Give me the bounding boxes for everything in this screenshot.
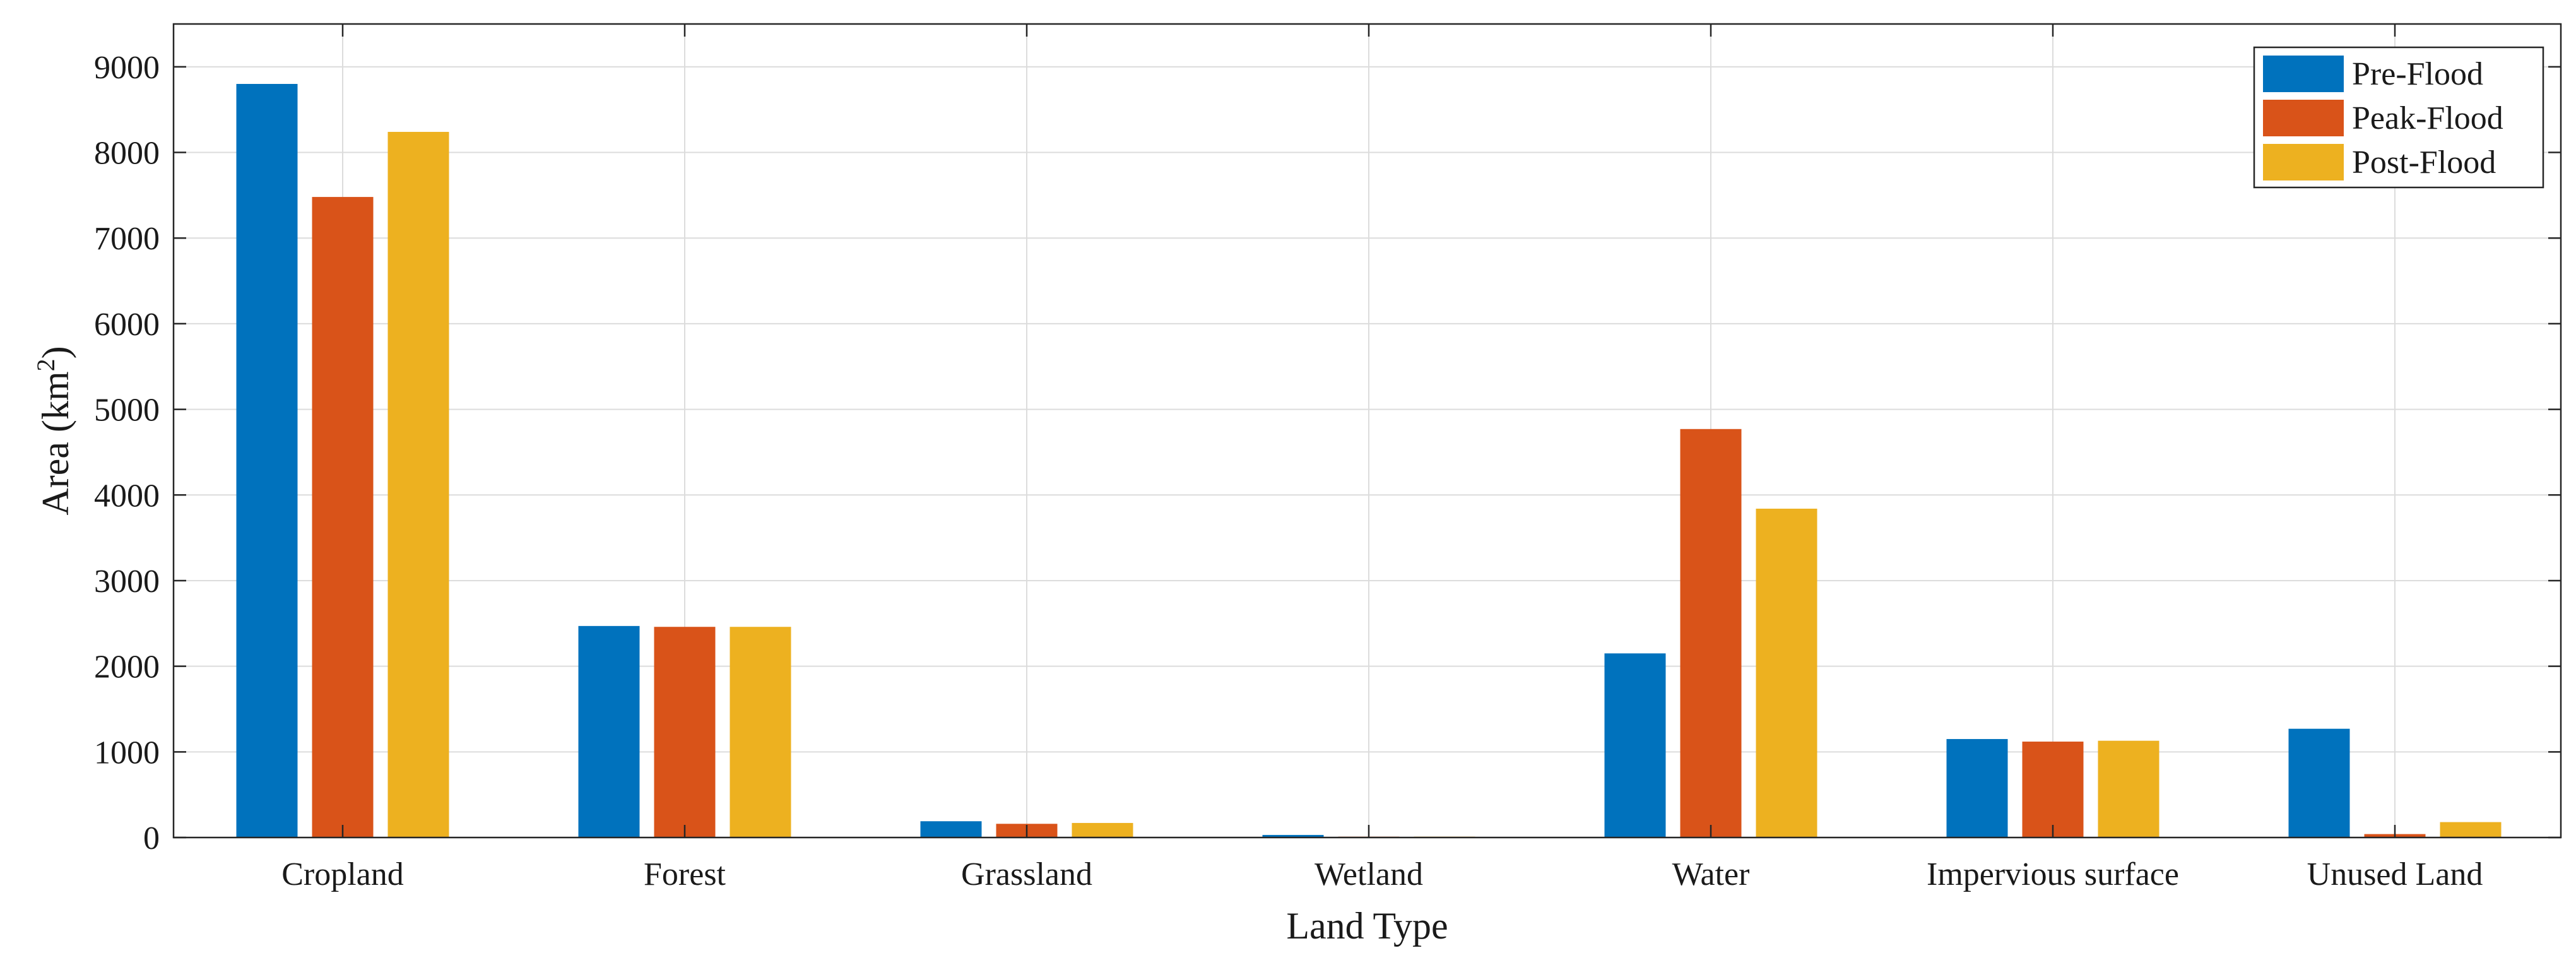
x-axis-title: Land Type: [1286, 905, 1448, 947]
legend-swatch: [2263, 144, 2344, 181]
y-tick-label: 6000: [94, 307, 160, 343]
bar: [2022, 742, 2084, 838]
bar: [2098, 740, 2159, 838]
bar: [920, 821, 982, 838]
x-tick-label: Wetland: [1315, 856, 1423, 892]
y-tick-labels: 0 1000 2000 3000 4000 5000 6000 7000 8000 9000: [94, 50, 160, 856]
x-tick-label: Forest: [644, 856, 726, 892]
bar: [1072, 822, 1133, 838]
legend-swatch: [2263, 100, 2344, 136]
y-tick-label: 8000: [94, 136, 160, 172]
legend: Pre-Flood Peak-Flood Post-Flood: [2253, 46, 2544, 189]
y-tick-label: 5000: [94, 393, 160, 429]
y-tick-label: 4000: [94, 478, 160, 514]
bar: [1680, 429, 1742, 838]
bar: [1946, 738, 2008, 838]
x-tick-label: Cropland: [281, 856, 404, 892]
bar: [1262, 834, 1324, 838]
bars: [236, 83, 2502, 838]
legend-label: Pre-Flood: [2352, 56, 2483, 92]
y-tick-label: 9000: [94, 50, 160, 86]
y-axis-title-superscript: 2: [32, 358, 60, 371]
x-tick-label: Water: [1672, 856, 1750, 892]
y-tick-label: 2000: [94, 649, 160, 685]
bar: [578, 625, 640, 838]
legend-label: Peak-Flood: [2352, 100, 2503, 136]
bar: [654, 627, 716, 838]
y-tick-label: 1000: [94, 735, 160, 771]
bar: [312, 197, 374, 838]
plot-frame: [172, 23, 2562, 839]
y-tick-label: 3000: [94, 564, 160, 600]
legend-swatch: [2263, 56, 2344, 92]
y-axis-title-main: Area (km: [35, 371, 76, 515]
bar: [2440, 822, 2502, 838]
x-tick-labels: Cropland Forest Grassland Wetland Water Imper…: [281, 856, 2483, 892]
x-tick-label: Grassland: [961, 856, 1092, 892]
bar: [387, 131, 449, 838]
x-tick-label: Unused Land: [2307, 856, 2483, 892]
axis-ticks: [174, 24, 2561, 839]
bar: [1756, 508, 1817, 838]
y-axis-title-close: ): [35, 346, 76, 358]
bar: [1604, 653, 1666, 838]
bar: [730, 627, 791, 838]
y-tick-label: 7000: [94, 221, 160, 257]
y-tick-label: 0: [143, 820, 160, 856]
bar: [236, 83, 298, 838]
legend-items: Pre-Flood Peak-Flood Post-Flood: [2263, 56, 2503, 181]
y-axis-title: Area (km2): [32, 346, 76, 515]
bar: [2288, 728, 2350, 838]
x-tick-label: Impervious surface: [1927, 856, 2179, 892]
legend-label: Post-Flood: [2352, 145, 2496, 181]
